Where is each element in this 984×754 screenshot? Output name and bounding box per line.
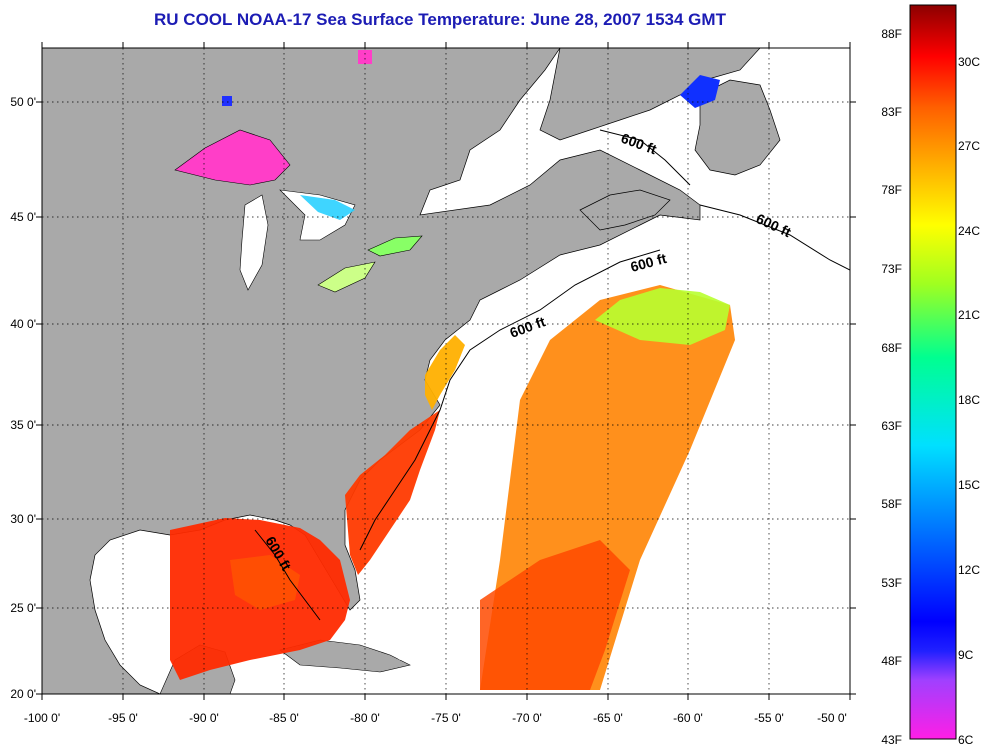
isobath-600ft <box>254 129 850 621</box>
colorbar-f-label: 68F <box>881 341 902 355</box>
land-maritimes <box>579 189 671 231</box>
lon-tick-label: -85 0' <box>269 711 299 725</box>
sst-gulf-warm-core <box>230 555 300 610</box>
colorbar-fahrenheit-labels: 88F 83F 78F 73F 68F 63F 58F 53F 48F 43F <box>881 27 902 747</box>
sst-southeast-coast <box>345 410 440 575</box>
lat-tick-label: 40 0' <box>10 317 36 331</box>
lat-tick-label: 25 0' <box>10 601 36 615</box>
colorbar-f-label: 88F <box>881 27 902 41</box>
colorbar-c-label: 15C <box>958 478 980 492</box>
lake-small-north <box>222 96 232 106</box>
lake-michigan <box>239 194 269 291</box>
colorbar-celsius-labels: 30C 27C 24C 21C 18C 15C 12C 9C 6C <box>958 55 980 747</box>
lat-tick-label: 35 0' <box>10 418 36 432</box>
lon-axis: -100 0' -95 0' -90 0' -85 0' -80 0' -75 … <box>24 711 847 725</box>
lon-tick-label: -55 0' <box>754 711 784 725</box>
sst-slope-water <box>595 288 730 345</box>
lat-tick-label: 20 0' <box>10 687 36 701</box>
colorbar-c-label: 27C <box>958 139 980 153</box>
colorbar-c-label: 30C <box>958 55 980 69</box>
lon-tick-label: -70 0' <box>512 711 542 725</box>
lon-tick-label: -65 0' <box>593 711 623 725</box>
colorbar-c-label: 21C <box>958 308 980 322</box>
lon-tick-label: -60 0' <box>673 711 703 725</box>
colorbar-c-label: 12C <box>958 563 980 577</box>
lon-tick-label: -75 0' <box>431 711 461 725</box>
lat-tick-label: 30 0' <box>10 512 36 526</box>
colorbar-f-label: 43F <box>881 733 902 747</box>
colorbar-f-label: 78F <box>881 183 902 197</box>
map-title: RU COOL NOAA-17 Sea Surface Temperature:… <box>154 10 726 29</box>
sst-bahamas-gap <box>360 560 440 660</box>
colorbar-f-label: 73F <box>881 262 902 276</box>
sst-gulf-stream-band <box>480 540 630 690</box>
colorbar-c-label: 18C <box>958 393 980 407</box>
lon-tick-label: -90 0' <box>189 711 219 725</box>
lake-ontario <box>367 235 423 257</box>
lake-huron-cold <box>300 195 355 220</box>
colorbar-f-label: 58F <box>881 497 902 511</box>
lake-superior <box>174 129 291 186</box>
lat-axis: 20 0' 25 0' 30 0' 35 0' 40 0' 45 0' 50 0… <box>10 95 36 701</box>
colorbar-f-label: 48F <box>881 654 902 668</box>
st-lawrence-cold <box>680 75 720 108</box>
colorbar <box>909 4 957 740</box>
lat-tick-label: 45 0' <box>10 210 36 224</box>
lon-tick-label: -80 0' <box>350 711 380 725</box>
colorbar-f-label: 83F <box>881 105 902 119</box>
sst-mid-atlantic-shelf <box>425 335 465 410</box>
colorbar-c-label: 6C <box>958 733 974 747</box>
land-north-shore <box>539 48 761 141</box>
lon-tick-label: -50 0' <box>817 711 847 725</box>
colorbar-f-label: 63F <box>881 419 902 433</box>
colorbar-c-label: 24C <box>958 224 980 238</box>
land-newfoundland <box>694 79 781 176</box>
lon-tick-label: -100 0' <box>24 711 60 725</box>
colorbar-f-label: 53F <box>881 576 902 590</box>
lon-tick-label: -95 0' <box>108 711 138 725</box>
lake-erie <box>317 261 376 293</box>
lat-tick-label: 50 0' <box>10 95 36 109</box>
colorbar-c-label: 9C <box>958 648 974 662</box>
hudson-bay-patch <box>358 50 372 64</box>
axis-tick-marks <box>36 42 856 700</box>
land-cuba <box>279 639 411 673</box>
